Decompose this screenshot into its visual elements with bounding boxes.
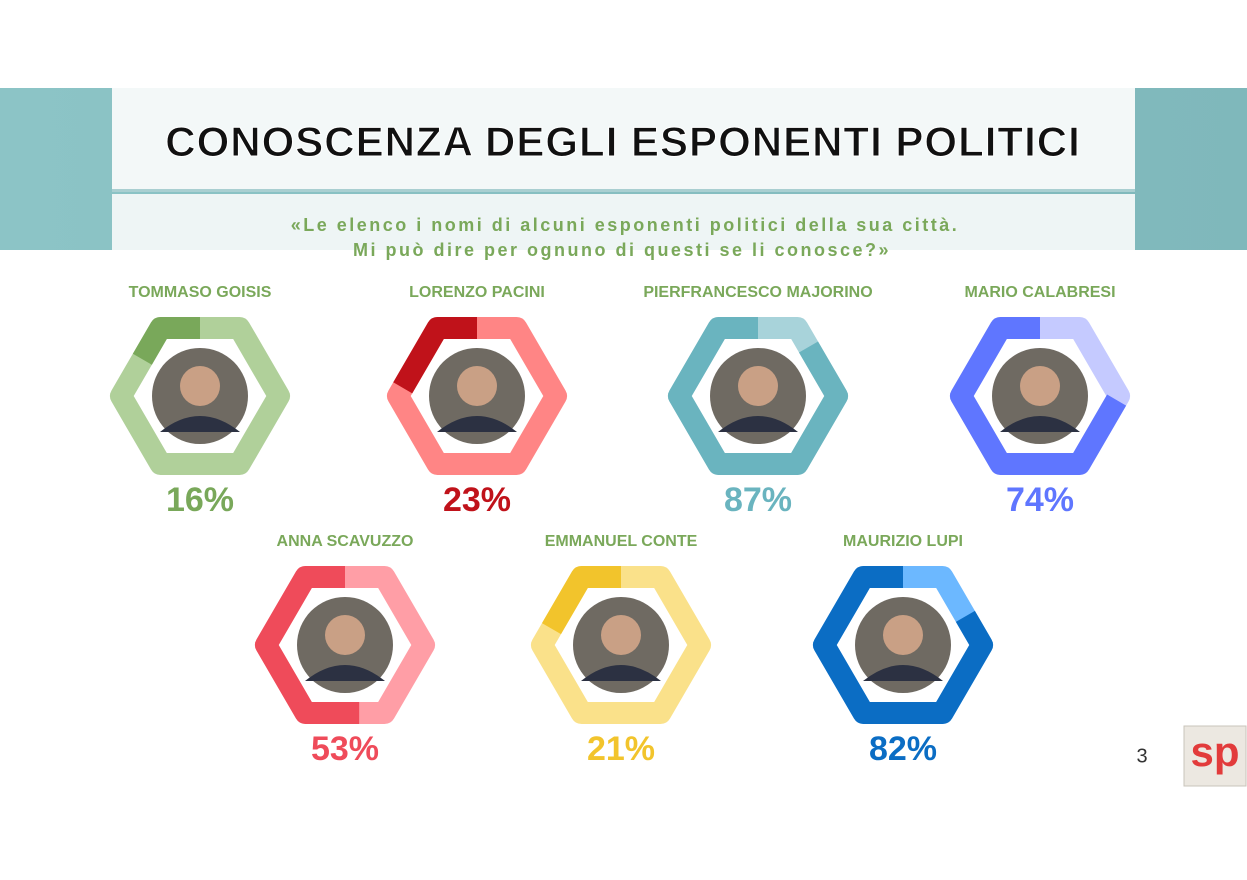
logo: sp xyxy=(1190,728,1239,775)
person-name: LORENZO PACINI xyxy=(409,284,545,301)
person-name: TOMMASO GOISIS xyxy=(129,284,272,301)
subtitle: «Le elenco i nomi di alcuni esponenti po… xyxy=(291,215,960,235)
value-label: 23% xyxy=(443,481,511,519)
person-name: PIERFRANCESCO MAJORINO xyxy=(643,284,872,301)
subtitle-box xyxy=(112,194,1135,250)
photo-head xyxy=(601,615,641,655)
ring-progress xyxy=(531,566,711,724)
value-label: 82% xyxy=(869,730,937,768)
value-label: 53% xyxy=(311,730,379,768)
photo-body xyxy=(1000,416,1080,432)
photo-body xyxy=(581,665,661,681)
photo-head xyxy=(738,366,778,406)
photo-body xyxy=(863,665,943,681)
subtitle: Mi può dire per ognuno di questi se li c… xyxy=(353,240,891,260)
logo-box xyxy=(1183,725,1247,787)
photo-body xyxy=(305,665,385,681)
person-name: MAURIZIO LUPI xyxy=(843,533,963,550)
ring-progress xyxy=(950,317,1130,475)
ring-progress xyxy=(255,566,435,724)
value-label: 16% xyxy=(166,481,234,519)
divider xyxy=(112,189,1135,192)
value-label: 87% xyxy=(724,481,792,519)
page-number: 3 xyxy=(1136,745,1147,767)
ring-progress xyxy=(668,317,848,475)
photo-body xyxy=(160,416,240,432)
ring-progress xyxy=(387,317,567,475)
chart-title: CONOSCENZA DEGLI ESPONENTI POLITICI xyxy=(165,118,1081,165)
photo-head xyxy=(180,366,220,406)
ring-progress xyxy=(110,317,290,475)
person-name: EMMANUEL CONTE xyxy=(545,533,698,550)
ring-progress xyxy=(813,566,993,724)
photo-head xyxy=(457,366,497,406)
value-label: 74% xyxy=(1006,481,1074,519)
person-name: MARIO CALABRESI xyxy=(964,284,1115,301)
value-label: 21% xyxy=(587,730,655,768)
photo-body xyxy=(718,416,798,432)
photo-head xyxy=(883,615,923,655)
photo-head xyxy=(1020,366,1060,406)
title-box xyxy=(112,88,1135,190)
photo-body xyxy=(437,416,517,432)
person-name: ANNA SCAVUZZO xyxy=(277,533,414,550)
photo-head xyxy=(325,615,365,655)
